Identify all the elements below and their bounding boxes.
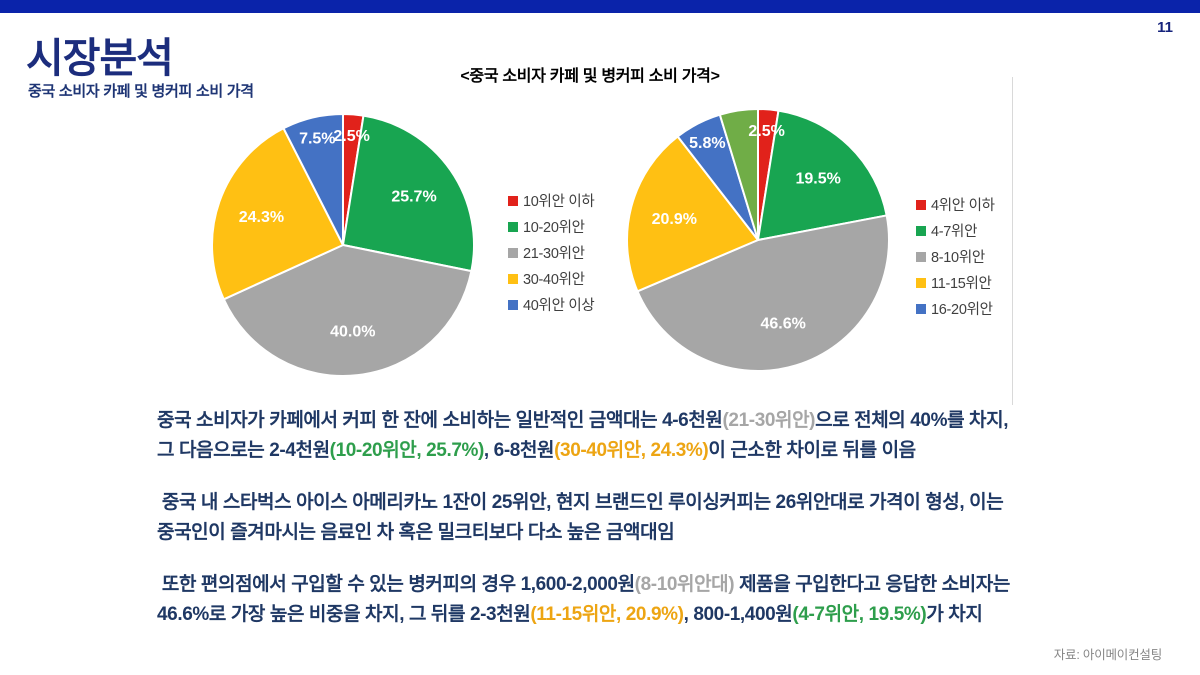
pie-chart-cafe-coffee-price: 2.5% 25.7% 40.0% 24.3% 7.5% <box>211 112 475 377</box>
pie-data-label: 19.5% <box>796 171 841 188</box>
pie-data-label: 7.5% <box>299 131 335 148</box>
legend-label: 40위안 이상 <box>523 298 595 314</box>
text-run: 46.6%로 가장 높은 비중을 차지, 그 뒤를 2-3천원 <box>157 604 531 625</box>
pie-data-label: 20.9% <box>652 211 697 228</box>
legend-swatch-icon <box>508 195 518 206</box>
pie-data-label: 25.7% <box>391 188 436 205</box>
pie-data-label: 5.8% <box>689 135 725 152</box>
legend-item: 40위안 이상 <box>508 294 595 315</box>
pie2-slice-4-7위안 <box>757 109 888 241</box>
legend-label: 10위안 이하 <box>523 194 595 210</box>
top-accent-bar <box>0 0 1200 13</box>
pie-data-label: 46.6% <box>761 315 806 332</box>
legend-item: 16-20위안 <box>916 298 995 319</box>
pie-chart-bottled-coffee-price: 2.5% 19.5% 46.6% 20.9% 5.8% <box>626 107 890 372</box>
legend-label: 11-15위안 <box>931 276 992 292</box>
legend-swatch-icon <box>508 273 518 284</box>
legend-swatch-icon <box>508 299 518 310</box>
legend-label: 30-40위안 <box>523 272 585 288</box>
text-run: (21-30위안) <box>722 410 816 431</box>
legend-label: 21-30위안 <box>523 246 585 262</box>
chart-title: <중국 소비자 카페 및 병커피 소비 가격> <box>460 68 720 85</box>
legend-label: 4-7위안 <box>931 224 978 240</box>
text-run: 중국 소비자가 카페에서 커피 한 잔에 소비하는 일반적인 금액대는 4-6천… <box>157 410 723 431</box>
legend-item: 11-15위안 <box>916 272 995 293</box>
text-run: (4-7위안, 19.5%) <box>792 604 927 625</box>
text-run: 이 근소한 차이로 뒤를 이음 <box>708 440 916 461</box>
text-run: (30-40위안, 24.3%) <box>554 440 709 461</box>
pie1-slice-40위안 이상 <box>282 113 344 246</box>
pie1-slice-10-20위안 <box>342 114 475 273</box>
text-run: 중국인이 즐겨마시는 음료인 차 혹은 밀크티보다 다소 높은 금액대임 <box>157 522 675 543</box>
source-credit: 자료: 아이메이컨설팅 <box>1053 648 1162 662</box>
pie-data-label: 2.5% <box>748 123 784 140</box>
legend-item: 4-7위안 <box>916 220 995 241</box>
legend-item: 4위안 이하 <box>916 194 995 215</box>
pie1-slice-21-30위안 <box>222 244 473 377</box>
legend-swatch-icon <box>508 221 518 232</box>
text-run: 또한 편의점에서 구입할 수 있는 병커피의 경우 1,600-2,000원 <box>157 574 635 595</box>
text-run: 중국 내 스타벅스 아이스 아메리카노 1잔이 25위안, 현지 브랜드인 루이… <box>157 492 1004 513</box>
page-subtitle: 중국 소비자 카페 및 병커피 소비 가격 <box>28 83 254 100</box>
legend-swatch-icon <box>916 225 926 236</box>
legend-item: 30-40위안 <box>508 268 594 289</box>
page-number: 11 <box>1157 19 1173 36</box>
pie-data-label: 24.3% <box>239 209 284 226</box>
legend-bottled-coffee: 4위안 이하 4-7위안 8-10위안 11-15위안 16-20위안 <box>916 194 995 319</box>
legend-label: 8-10위안 <box>931 250 985 266</box>
chart-area-border <box>1012 77 1013 405</box>
text-run: (10-20위안, 25.7%) <box>329 440 485 461</box>
text-run: 가 차지 <box>926 604 983 625</box>
pie-data-label: 40.0% <box>330 324 375 341</box>
legend-item: 10-20위안 <box>508 216 594 237</box>
page-title: 시장분석 <box>26 35 174 81</box>
legend-item: 8-10위안 <box>916 246 995 267</box>
text-run: 제품을 구입한다고 응답한 소비자는 <box>734 574 1010 595</box>
text-run: 으로 전체의 40%를 차지, <box>815 410 1009 431</box>
body-paragraph: 중국 내 스타벅스 아이스 아메리카노 1잔이 25위안, 현지 브랜드인 루이… <box>157 488 1062 548</box>
legend-item: 10위안 이하 <box>508 190 595 211</box>
pie-data-label: 2.5% <box>333 128 369 145</box>
legend-swatch-icon <box>508 247 518 258</box>
text-run: (8-10위안대) <box>634 574 735 595</box>
legend-label: 10-20위안 <box>523 220 585 236</box>
pie2-slice-unlabeled <box>718 108 759 241</box>
pie2-slice-11-15위안 <box>626 135 759 293</box>
body-paragraph: 또한 편의점에서 구입할 수 있는 병커피의 경우 1,600-2,000원(8… <box>157 570 1062 630</box>
legend-swatch-icon <box>916 251 926 262</box>
legend-label: 16-20위안 <box>931 302 993 318</box>
pie1-slice-30-40위안 <box>211 127 344 301</box>
legend-cafe-coffee: 10위안 이하 10-20위안 21-30위안 30-40위안 40위안 이상 <box>508 190 595 315</box>
text-run: , 6-8천원 <box>483 440 555 461</box>
text-run: (11-15위안, 20.9%) <box>530 604 684 625</box>
body-paragraph: 중국 소비자가 카페에서 커피 한 잔에 소비하는 일반적인 금액대는 4-6천… <box>157 406 1062 466</box>
legend-label: 4위안 이하 <box>931 198 995 214</box>
legend-swatch-icon <box>916 199 926 210</box>
text-run: , 800-1,400원 <box>683 604 793 625</box>
pie2-slice-8-10위안 <box>636 214 890 372</box>
body-text: 중국 소비자가 카페에서 커피 한 잔에 소비하는 일반적인 금액대는 4-6천… <box>157 406 1062 652</box>
legend-swatch-icon <box>916 277 926 288</box>
legend-swatch-icon <box>916 303 926 314</box>
text-run: 그 다음으로는 2-4천원 <box>157 440 330 461</box>
legend-item: 21-30위안 <box>508 242 594 263</box>
